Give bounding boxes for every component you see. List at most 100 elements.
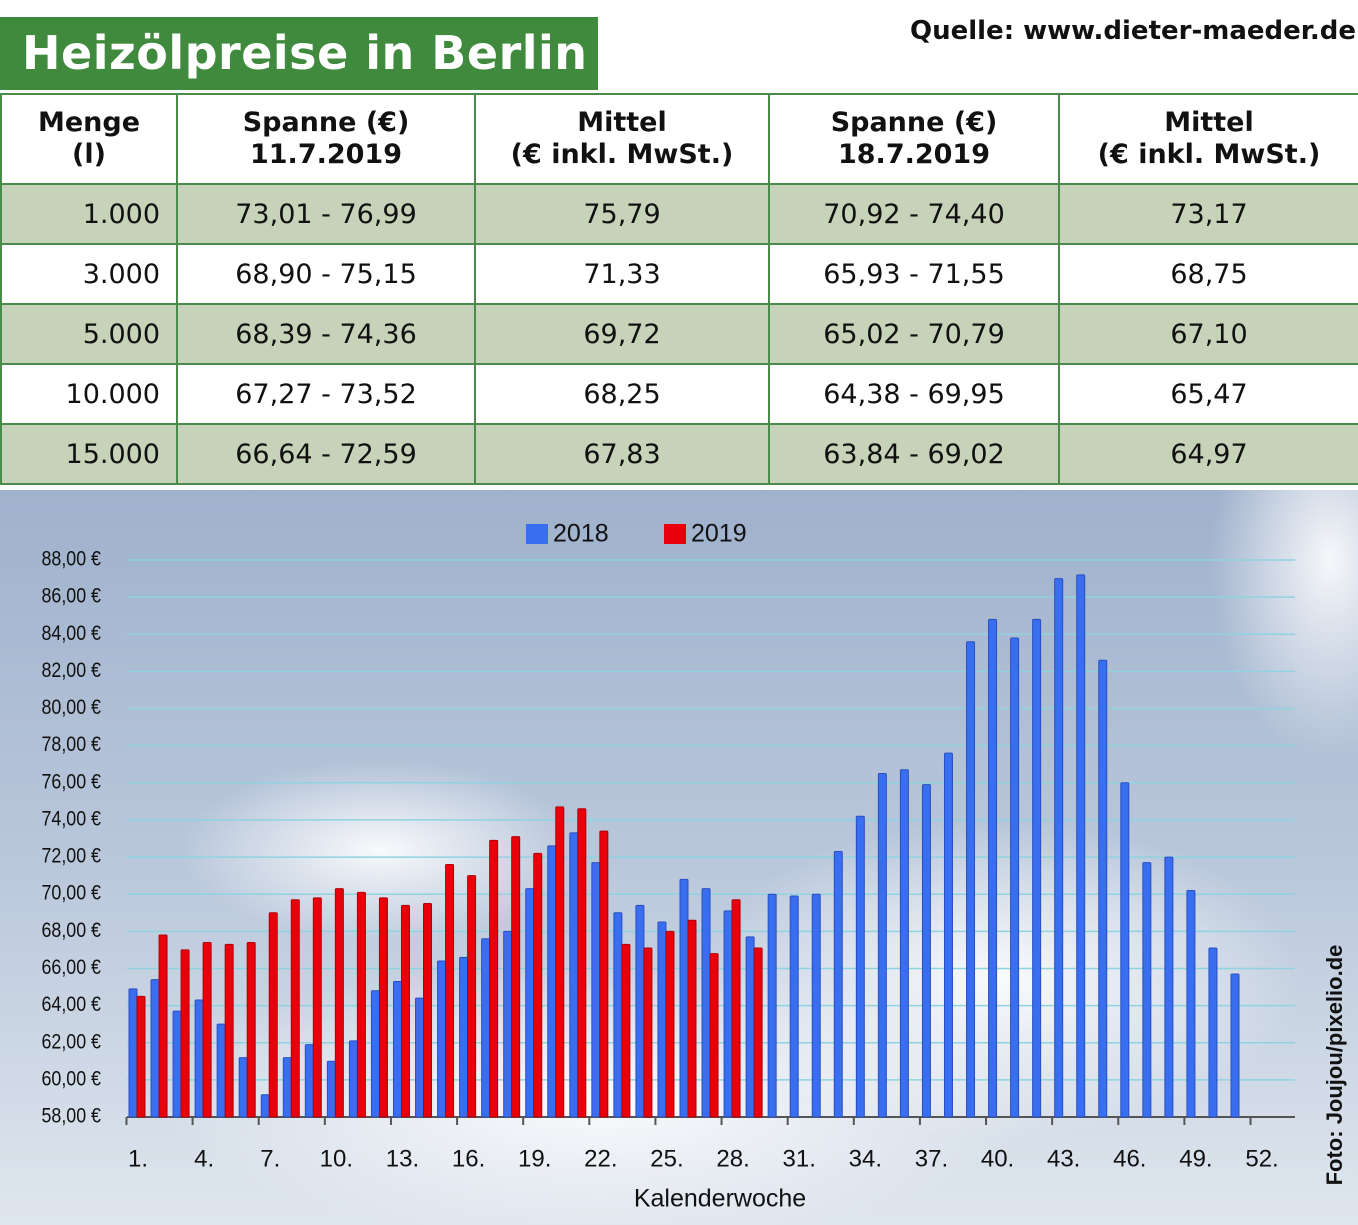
bar [202,941,212,1118]
bar [423,902,433,1118]
x-tick-label: 19. [518,1145,551,1172]
table-row: 3.000 68,90 - 75,15 71,33 65,93 - 71,55 68,7… [0,243,1358,305]
bar [459,956,469,1118]
header-line: 18.7.2019 [837,139,991,170]
bar [723,910,733,1118]
bar [445,863,455,1118]
bar [356,891,366,1118]
header-line: Spanne (€) [242,107,410,138]
bar [577,808,587,1118]
y-tick-label: 68,00 € [41,919,101,943]
bar [966,641,976,1118]
bar [525,888,535,1118]
y-tick-label: 82,00 € [41,659,101,683]
bar [767,893,777,1118]
bar [833,850,843,1118]
header-line: (€ inkl. MwSt.) [1097,139,1321,170]
bar [392,980,402,1118]
bar [378,897,388,1118]
table-row: 1.000 73,01 - 76,99 75,79 70,92 - 74,40 73,1… [0,183,1358,245]
bar [547,845,557,1118]
bar [599,830,609,1118]
bar [1142,862,1152,1118]
bar [334,888,344,1118]
x-tick-label: 34. [849,1145,882,1172]
bar [789,895,799,1118]
bar [1076,574,1086,1118]
cloud [1210,490,1358,760]
legend-swatch [526,524,548,544]
table-cell: 65,47 [1058,363,1358,425]
bar [282,1057,292,1118]
y-tick-label: 78,00 € [41,733,101,757]
bar [150,979,160,1118]
bar [260,1094,270,1118]
table-cell: 70,92 - 74,40 [768,183,1060,245]
bar [745,936,755,1118]
bar [304,1044,314,1118]
bar [1120,782,1130,1118]
x-tick-label: 25. [650,1145,683,1172]
bar [312,897,322,1118]
table-cell: 66,64 - 72,59 [176,423,476,485]
bar [348,1040,358,1118]
bar [1098,659,1108,1118]
y-tick-label: 58,00 € [41,1104,101,1128]
header-cell: Menge (l) [0,93,178,185]
bar [238,1057,248,1118]
bar [988,618,998,1118]
bar [467,875,477,1118]
table-cell: 65,93 - 71,55 [768,243,1060,305]
bar [753,947,763,1118]
bar [503,930,513,1118]
bar [172,1010,182,1118]
header-line: Mittel [1164,107,1254,138]
bar [943,752,953,1118]
bar [180,949,190,1118]
table-cell: 5.000 [0,303,178,365]
bar [370,990,380,1118]
bar [701,888,711,1118]
bar [136,995,146,1118]
bar [511,836,521,1118]
header-line: (€ inkl. MwSt.) [510,139,734,170]
bar [657,921,667,1118]
x-axis-label: Kalenderwoche [634,1185,806,1213]
table-cell: 68,75 [1058,243,1358,305]
x-tick-label: 13. [386,1145,419,1172]
y-tick-label: 80,00 € [41,696,101,720]
y-tick-label: 86,00 € [41,584,101,608]
y-tick-label: 62,00 € [41,1030,101,1054]
bar [268,912,278,1118]
table-cell: 71,33 [474,243,770,305]
bar [216,1023,226,1118]
bar [224,943,234,1118]
legend-label: 2019 [691,520,747,548]
table-cell: 1.000 [0,183,178,245]
bar [1054,578,1064,1118]
header-line: Menge [37,107,141,138]
table-row: 10.000 67,27 - 73,52 68,25 64,38 - 69,95 65,… [0,363,1358,425]
table-cell: 69,72 [474,303,770,365]
header-cell: Spanne (€) 11.7.2019 [176,93,476,185]
legend-label: 2018 [553,520,609,548]
y-tick-label: 60,00 € [41,1067,101,1091]
table-cell: 15.000 [0,423,178,485]
bar [811,893,821,1118]
header-line: Mittel [577,107,667,138]
table-cell: 73,17 [1058,183,1358,245]
bar [679,878,689,1118]
table-cell: 75,79 [474,183,770,245]
y-tick-label: 84,00 € [41,621,101,645]
table-cell: 73,01 - 76,99 [176,183,476,245]
x-tick-label: 52. [1245,1145,1278,1172]
x-tick-label: 43. [1047,1145,1080,1172]
x-tick-label: 37. [915,1145,948,1172]
table-cell: 67,83 [474,423,770,485]
header-line: Spanne (€) [830,107,998,138]
table-cell: 64,38 - 69,95 [768,363,1060,425]
bar [1032,618,1042,1118]
bar [877,773,887,1118]
bar [415,997,425,1118]
